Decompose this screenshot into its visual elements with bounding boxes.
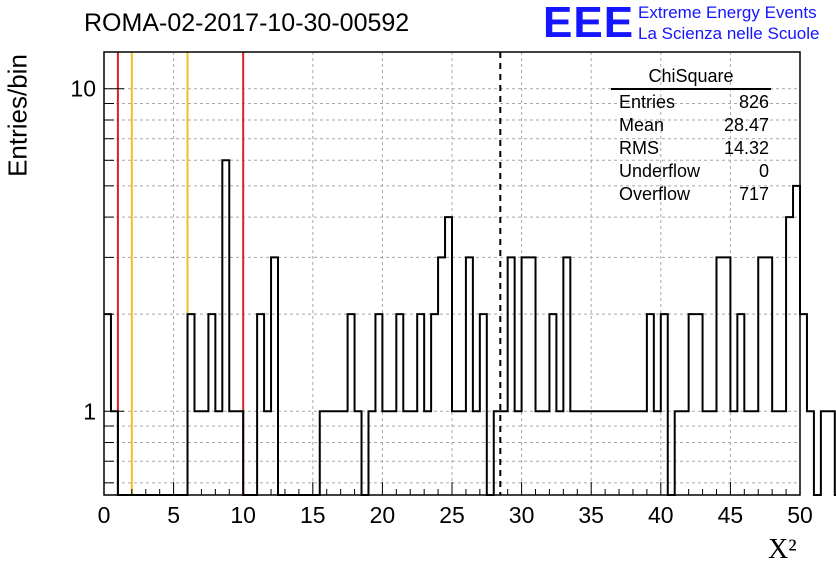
x-tick-label: 45	[718, 502, 744, 528]
stats-value: 28.47	[723, 115, 769, 135]
x-tick-label: 50	[787, 502, 813, 528]
stats-row-overflow: Overflow 717	[611, 182, 771, 205]
stats-key: RMS	[619, 138, 659, 158]
histogram-outline	[104, 159, 836, 496]
stats-key: Overflow	[619, 184, 691, 204]
stats-row-mean: Mean 28.47	[611, 113, 771, 136]
x-tick-label: 40	[648, 502, 674, 528]
axis-ticks	[103, 88, 801, 495]
y-tick-labels: 1 10	[70, 76, 96, 425]
x-tick-label: 0	[98, 502, 111, 528]
x-axis-label: X²	[768, 534, 797, 565]
stats-key: Entries	[619, 92, 676, 112]
stats-row-entries: Entries 826	[611, 90, 771, 113]
logo-line-2: La Scienza nelle Scuole	[638, 24, 820, 43]
x-tick-label: 35	[578, 502, 604, 528]
stats-value: 826	[738, 92, 769, 112]
stats-value: 0	[758, 161, 769, 181]
x-tick-label: 25	[439, 502, 465, 528]
stats-row-rms: RMS 14.32	[611, 136, 771, 159]
y-axis-label: Entries/bin	[2, 54, 33, 177]
y-axis-label-box: Entries/bin	[0, 0, 40, 200]
logo-line-1: Extreme Energy Events	[638, 3, 817, 22]
x-tick-label: 30	[509, 502, 535, 528]
stats-title: ChiSquare	[611, 66, 771, 90]
eee-logo: EEE	[543, 0, 635, 47]
chart-title: ROMA-02-2017-10-30-00592	[84, 9, 410, 37]
reference-lines	[116, 52, 502, 495]
stats-row-underflow: Underflow 0	[611, 159, 771, 182]
stats-value: 14.32	[723, 138, 769, 158]
y-tick-label: 10	[70, 76, 96, 102]
x-tick-label: 5	[167, 502, 180, 528]
stats-box: ChiSquare Entries 826 Mean 28.47 RMS 14.…	[611, 66, 771, 205]
x-tick-label: 10	[230, 502, 256, 528]
stats-key: Underflow	[619, 161, 701, 181]
stats-value: 717	[738, 184, 769, 204]
stats-key: Mean	[619, 115, 665, 135]
y-tick-label: 1	[83, 398, 96, 424]
x-tick-label: 15	[300, 502, 326, 528]
x-tick-label: 20	[370, 502, 396, 528]
x-tick-labels: 0 5 10 15 20 25 30 35 40 45 50	[98, 502, 813, 528]
